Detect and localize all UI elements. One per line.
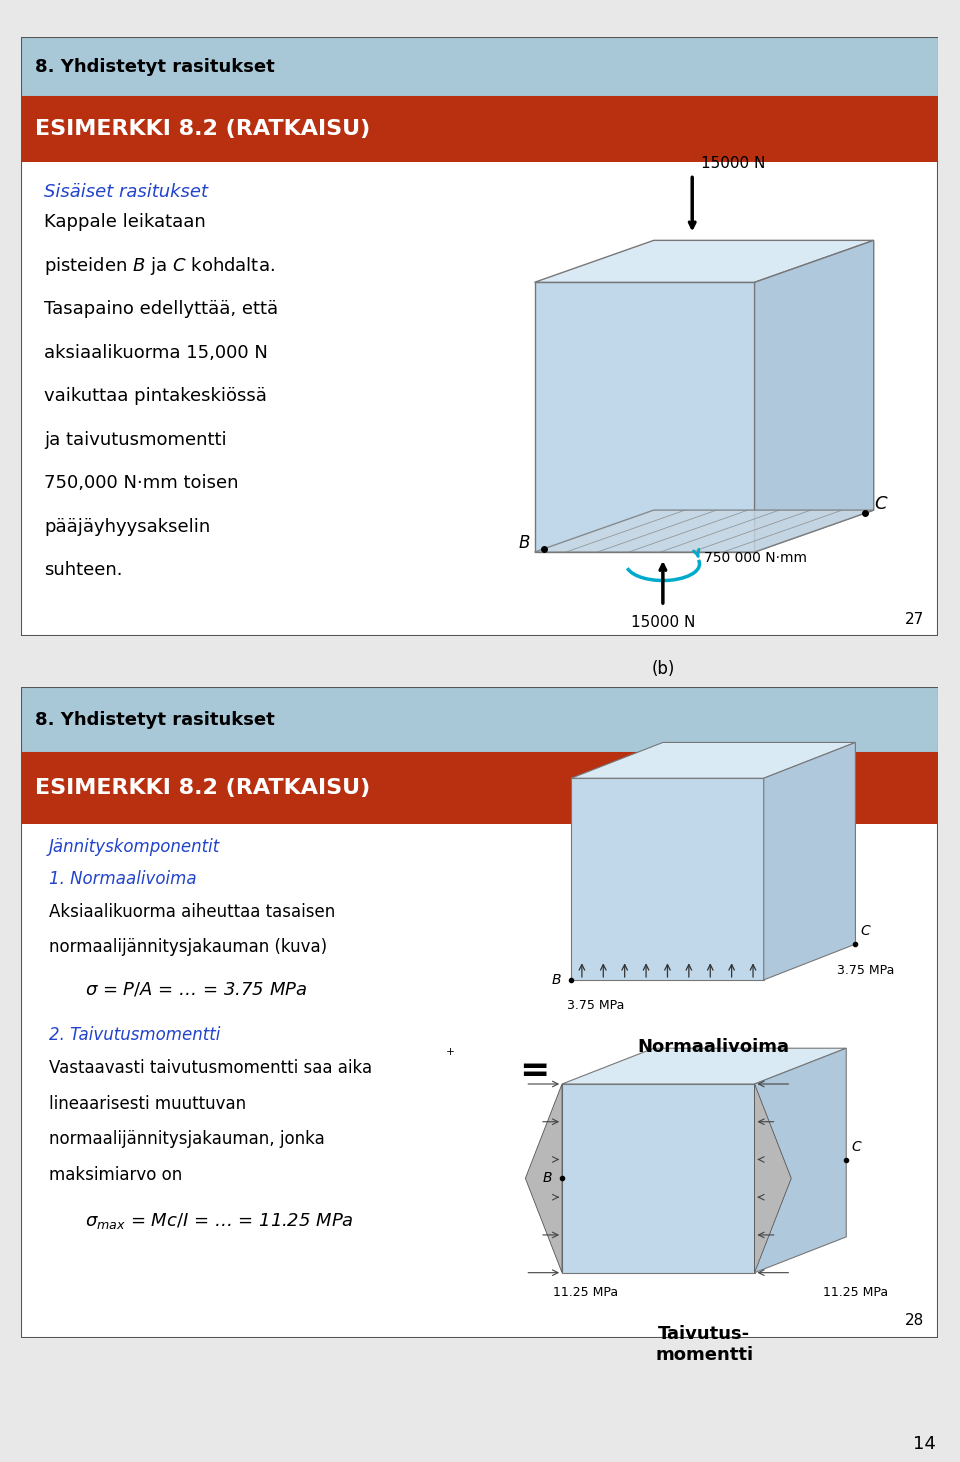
Text: aksiaalikuorma 15,000 N: aksiaalikuorma 15,000 N — [44, 344, 268, 361]
FancyBboxPatch shape — [21, 751, 938, 823]
Text: $\sigma_{max}$ = $Mc/I$ = … = 11.25 MPa: $\sigma_{max}$ = $Mc/I$ = … = 11.25 MPa — [85, 1211, 354, 1231]
Polygon shape — [571, 778, 764, 980]
Text: =: = — [519, 1054, 550, 1088]
Polygon shape — [535, 510, 874, 553]
Text: 3.75 MPa: 3.75 MPa — [566, 1000, 624, 1012]
FancyBboxPatch shape — [21, 96, 938, 162]
FancyBboxPatch shape — [21, 687, 938, 751]
Text: pisteiden $B$ ja $C$ kohdalta.: pisteiden $B$ ja $C$ kohdalta. — [44, 254, 275, 276]
Text: normaalijännitysjakauman (kuva): normaalijännitysjakauman (kuva) — [49, 939, 326, 956]
Text: 15000 N: 15000 N — [702, 156, 766, 171]
Text: Normaalivoima: Normaalivoima — [637, 1038, 789, 1057]
Text: $C$: $C$ — [874, 496, 888, 513]
Text: 28: 28 — [905, 1313, 924, 1327]
Text: suhteen.: suhteen. — [44, 561, 123, 579]
Polygon shape — [755, 240, 874, 553]
Text: 8. Yhdistetyt rasitukset: 8. Yhdistetyt rasitukset — [35, 57, 275, 76]
Text: 1. Normaalivoima: 1. Normaalivoima — [49, 870, 196, 887]
Text: ESIMERKKI 8.2 (RATKAISU): ESIMERKKI 8.2 (RATKAISU) — [35, 120, 371, 139]
Text: $C$: $C$ — [851, 1140, 862, 1154]
Text: Kappale leikataan: Kappale leikataan — [44, 213, 205, 231]
Text: $B$: $B$ — [551, 972, 562, 987]
FancyBboxPatch shape — [21, 37, 938, 96]
Text: Jännityskomponentit: Jännityskomponentit — [49, 838, 220, 855]
Text: 8. Yhdistetyt rasitukset: 8. Yhdistetyt rasitukset — [35, 711, 275, 728]
Polygon shape — [764, 743, 855, 980]
Text: maksimiarvo on: maksimiarvo on — [49, 1167, 181, 1184]
Text: $^+$: $^+$ — [443, 1047, 455, 1063]
Polygon shape — [755, 1083, 791, 1272]
Polygon shape — [525, 1083, 562, 1272]
Text: $B$: $B$ — [517, 534, 530, 553]
Polygon shape — [562, 1048, 846, 1083]
Text: 2. Taivutusmomentti: 2. Taivutusmomentti — [49, 1026, 220, 1044]
Polygon shape — [535, 240, 874, 282]
Text: $\sigma$ = $P/A$ = … = 3.75 MPa: $\sigma$ = $P/A$ = … = 3.75 MPa — [85, 981, 307, 999]
Text: pääjäyhyysakselin: pääjäyhyysakselin — [44, 518, 210, 535]
Text: (b): (b) — [651, 659, 675, 678]
Text: $B$: $B$ — [542, 1171, 553, 1186]
Text: Vastaavasti taivutusmomentti saa aika: Vastaavasti taivutusmomentti saa aika — [49, 1058, 372, 1076]
Text: lineaarisesti muuttuvan: lineaarisesti muuttuvan — [49, 1095, 246, 1113]
Polygon shape — [571, 743, 855, 778]
Text: vaikuttaa pintakeskiössä: vaikuttaa pintakeskiössä — [44, 387, 267, 405]
Text: 27: 27 — [905, 613, 924, 627]
Text: 11.25 MPa: 11.25 MPa — [824, 1285, 888, 1298]
Text: Tasapaino edellyttää, että: Tasapaino edellyttää, että — [44, 300, 278, 319]
Text: 750,000 N·mm toisen: 750,000 N·mm toisen — [44, 474, 238, 493]
Text: ESIMERKKI 8.2 (RATKAISU): ESIMERKKI 8.2 (RATKAISU) — [35, 778, 371, 798]
FancyBboxPatch shape — [21, 687, 938, 1338]
Text: normaalijännitysjakauman, jonka: normaalijännitysjakauman, jonka — [49, 1130, 324, 1148]
Text: $C$: $C$ — [860, 924, 872, 937]
Polygon shape — [535, 282, 755, 553]
FancyBboxPatch shape — [21, 37, 938, 636]
Polygon shape — [562, 1083, 755, 1272]
Text: ja taivutusmomentti: ja taivutusmomentti — [44, 431, 227, 449]
Text: 15000 N: 15000 N — [631, 616, 695, 630]
Text: Aksiaalikuorma aiheuttaa tasaisen: Aksiaalikuorma aiheuttaa tasaisen — [49, 902, 335, 921]
Text: 14: 14 — [913, 1436, 936, 1453]
Text: Sisäiset rasitukset: Sisäiset rasitukset — [44, 183, 208, 202]
Text: 11.25 MPa: 11.25 MPa — [553, 1285, 618, 1298]
Text: Taivutus-
momentti: Taivutus- momentti — [655, 1325, 754, 1364]
Polygon shape — [755, 1048, 846, 1272]
Text: 3.75 MPa: 3.75 MPa — [837, 963, 895, 977]
Text: 750 000 N·mm: 750 000 N·mm — [704, 551, 807, 564]
